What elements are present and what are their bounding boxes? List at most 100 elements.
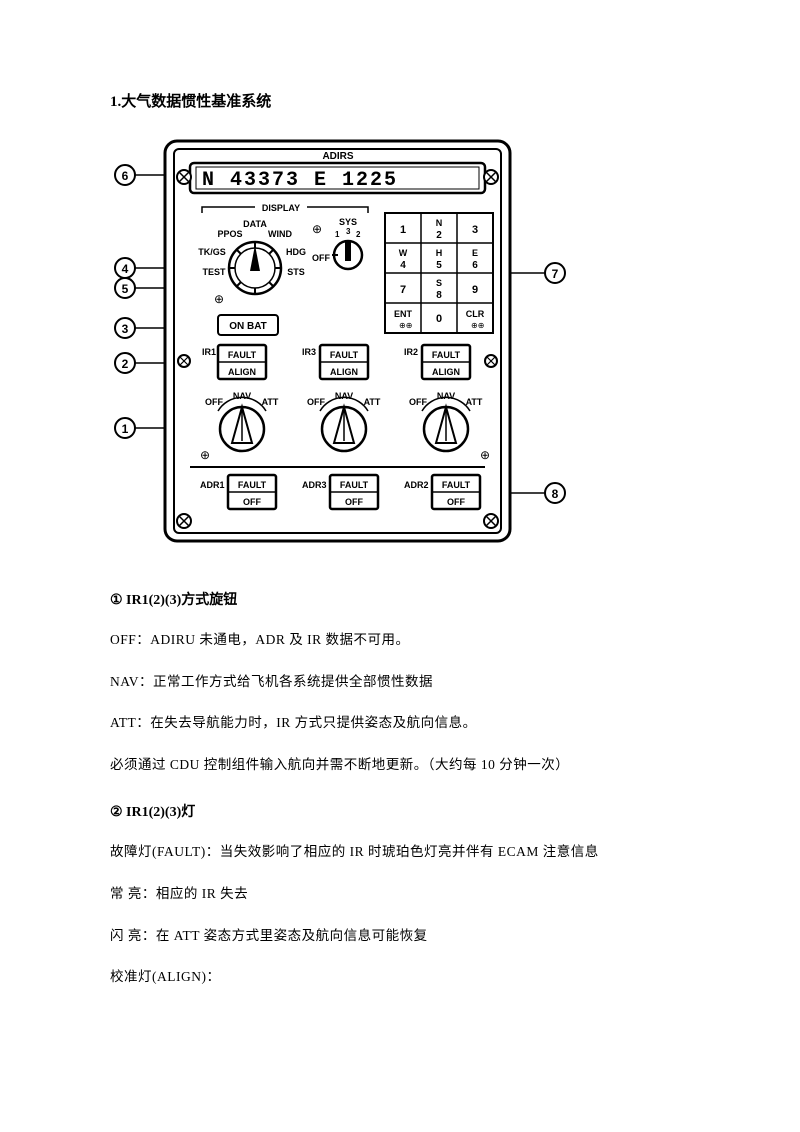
svg-text:1: 1 — [122, 422, 129, 436]
adr1-button[interactable]: FAULT OFF — [228, 475, 276, 509]
svg-text:ATT: ATT — [364, 397, 381, 407]
keypad-key[interactable]: W — [399, 248, 408, 258]
svg-text:WIND: WIND — [268, 229, 292, 239]
svg-text:PPOS: PPOS — [217, 229, 242, 239]
page-title: 1.大气数据惯性基准系统 — [110, 90, 690, 111]
screw-icon — [484, 170, 498, 184]
body-text: 必须通过 CDU 控制组件输入航向并需不断地更新。（大约每 10 分钟一次） — [110, 754, 690, 776]
screw-icon — [484, 514, 498, 528]
svg-text:FAULT: FAULT — [432, 350, 461, 360]
keypad-key[interactable]: N — [436, 218, 443, 228]
svg-text:OFF: OFF — [312, 253, 330, 263]
body-text: 故障灯(FAULT)：当失效影响了相应的 IR 时琥珀色灯亮并伴有 ECAM 注… — [110, 841, 690, 863]
keypad-key[interactable]: 7 — [400, 284, 406, 296]
ir2-button[interactable]: FAULT ALIGN — [422, 345, 470, 379]
screw-mark-icon: ⊕ — [200, 448, 210, 462]
keypad-key[interactable]: 3 — [472, 224, 478, 236]
svg-text:OFF: OFF — [243, 497, 261, 507]
svg-text:ATT: ATT — [466, 397, 483, 407]
svg-text:FAULT: FAULT — [238, 480, 267, 490]
svg-text:FAULT: FAULT — [340, 480, 369, 490]
svg-text:3: 3 — [122, 322, 129, 336]
ir3-label: IR3 — [302, 347, 316, 357]
svg-text:ATT: ATT — [262, 397, 279, 407]
svg-text:NAV: NAV — [437, 391, 455, 401]
keypad-key[interactable]: CLR — [466, 309, 485, 319]
adirs-panel-figure: 6 4 5 3 2 — [110, 133, 690, 553]
adr2-button[interactable]: FAULT OFF — [432, 475, 480, 509]
adr3-label: ADR3 — [302, 480, 327, 490]
svg-text:FAULT: FAULT — [442, 480, 471, 490]
svg-text:OFF: OFF — [205, 397, 223, 407]
svg-text:TK/GS: TK/GS — [198, 247, 226, 257]
body-text: NAV：正常工作方式给飞机各系统提供全部惯性数据 — [110, 671, 690, 693]
svg-text:2: 2 — [356, 230, 361, 239]
svg-text:ALIGN: ALIGN — [432, 367, 460, 377]
svg-text:STS: STS — [287, 267, 305, 277]
svg-text:FAULT: FAULT — [228, 350, 257, 360]
svg-text:NAV: NAV — [233, 391, 251, 401]
screw-mark-icon: ⊕ — [214, 292, 224, 306]
svg-text:OFF: OFF — [345, 497, 363, 507]
screw-icon — [178, 355, 190, 367]
svg-text:N 43373 E 1225: N 43373 E 1225 — [202, 169, 398, 192]
panel-header: ADIRS — [322, 151, 353, 162]
body-text: ATT：在失去导航能力时，IR 方式只提供姿态及航向信息。 — [110, 712, 690, 734]
svg-text:FAULT: FAULT — [330, 350, 359, 360]
svg-text:6: 6 — [472, 260, 478, 271]
screw-icon — [177, 514, 191, 528]
svg-text:2: 2 — [436, 230, 442, 241]
svg-text:OFF: OFF — [447, 497, 465, 507]
svg-text:OFF: OFF — [307, 397, 325, 407]
ir2-label: IR2 — [404, 347, 418, 357]
svg-text:OFF: OFF — [409, 397, 427, 407]
svg-text:7: 7 — [552, 267, 559, 281]
ir1-button[interactable]: FAULT ALIGN — [218, 345, 266, 379]
svg-text:8: 8 — [436, 290, 442, 301]
body-text: 常 亮：相应的 IR 失去 — [110, 883, 690, 905]
svg-text:⊕⊕: ⊕⊕ — [471, 321, 484, 330]
screw-icon — [177, 170, 191, 184]
ir1-label: IR1 — [202, 347, 216, 357]
svg-text:8: 8 — [552, 487, 559, 501]
adr2-label: ADR2 — [404, 480, 429, 490]
svg-text:4: 4 — [122, 262, 129, 276]
adr1-label: ADR1 — [200, 480, 225, 490]
svg-text:ON BAT: ON BAT — [229, 321, 267, 332]
keypad-key[interactable]: 1 — [400, 224, 406, 236]
svg-text:DISPLAY: DISPLAY — [262, 203, 300, 213]
body-text: OFF：ADIRU 未通电，ADR 及 IR 数据不可用。 — [110, 629, 690, 651]
svg-text:3: 3 — [346, 227, 351, 236]
keypad-key[interactable]: H — [436, 248, 443, 258]
ir3-button[interactable]: FAULT ALIGN — [320, 345, 368, 379]
keypad-key[interactable]: 9 — [472, 284, 478, 296]
on-bat-indicator: ON BAT — [218, 315, 278, 335]
screw-mark-icon: ⊕ — [480, 448, 490, 462]
svg-text:ALIGN: ALIGN — [330, 367, 358, 377]
svg-text:DATA: DATA — [243, 219, 267, 229]
screw-icon — [485, 355, 497, 367]
svg-text:5: 5 — [122, 282, 129, 296]
keypad-key[interactable]: E — [472, 248, 478, 258]
svg-text:6: 6 — [122, 169, 129, 183]
keypad-key[interactable]: ENT — [394, 309, 413, 319]
svg-text:⊕⊕: ⊕⊕ — [399, 321, 412, 330]
section-2-head: ② IR1(2)(3)灯 — [110, 801, 690, 821]
lcd-display: N 43373 E 1225 — [190, 163, 485, 193]
svg-text:TEST: TEST — [202, 267, 226, 277]
svg-text:5: 5 — [436, 260, 442, 271]
keypad-key[interactable]: S — [436, 278, 442, 288]
body-text: 闪 亮：在 ATT 姿态方式里姿态及航向信息可能恢复 — [110, 925, 690, 947]
body-text: 校准灯(ALIGN)： — [110, 966, 690, 988]
svg-text:NAV: NAV — [335, 391, 353, 401]
svg-text:HDG: HDG — [286, 247, 306, 257]
svg-text:2: 2 — [122, 357, 129, 371]
adr3-button[interactable]: FAULT OFF — [330, 475, 378, 509]
keypad[interactable]: 1 N 2 3 W 4 H 5 E 6 7 S 8 9 ENT ⊕⊕ 0 — [385, 213, 493, 333]
svg-text:4: 4 — [400, 260, 406, 271]
section-1-head: ① IR1(2)(3)方式旋钮 — [110, 589, 690, 609]
svg-text:ALIGN: ALIGN — [228, 367, 256, 377]
keypad-key[interactable]: 0 — [436, 313, 442, 325]
svg-text:SYS: SYS — [339, 217, 357, 227]
adr-section: ADR1 FAULT OFF ADR3 FAULT OFF ADR2 — [200, 475, 480, 509]
